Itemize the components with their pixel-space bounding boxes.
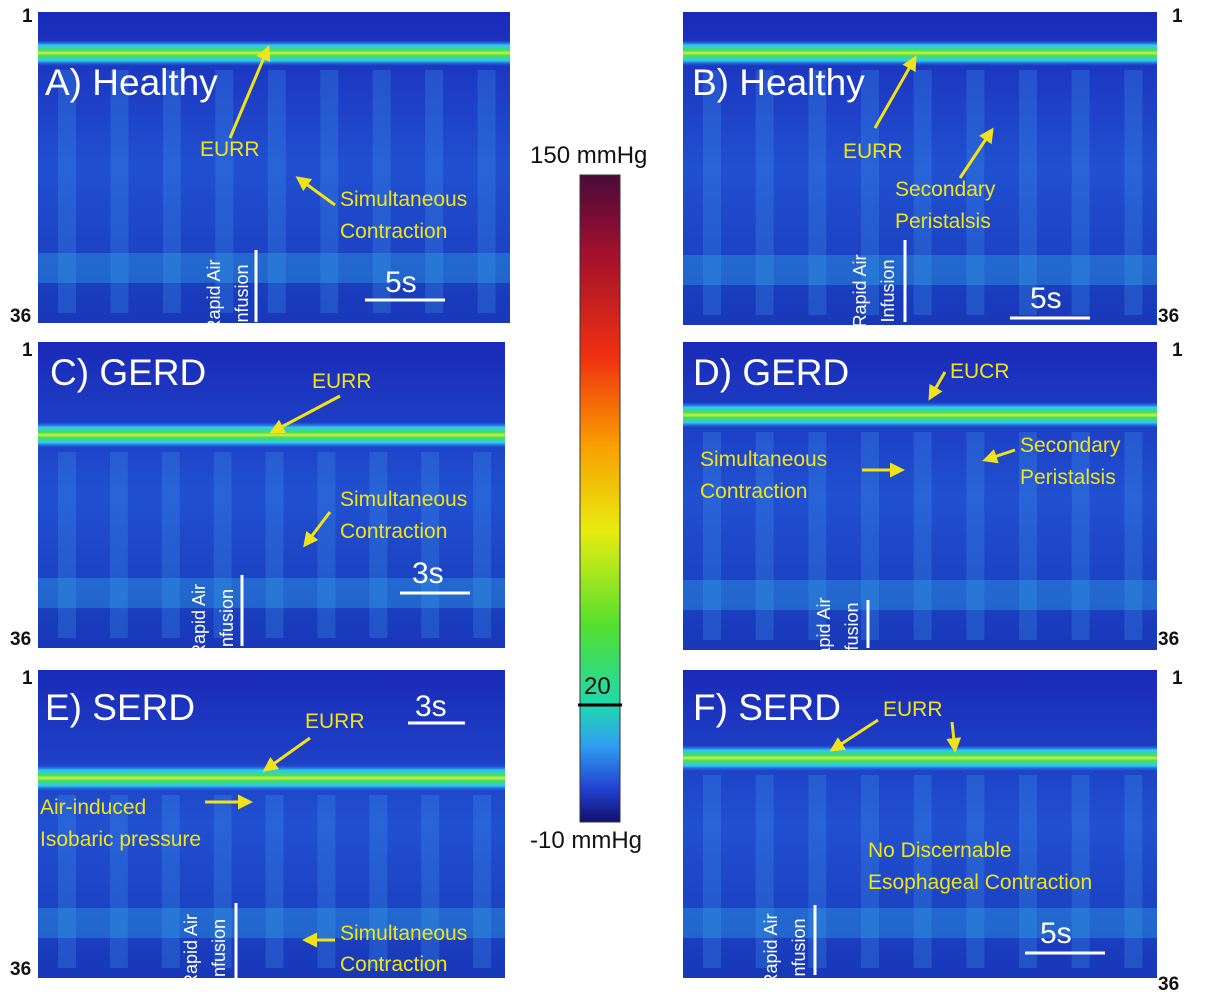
- heatmap-stripe: [162, 452, 180, 638]
- heatmap-stripe: [473, 452, 491, 638]
- panel-label: B) Healthy: [692, 62, 865, 103]
- annotation: Peristalsis: [895, 210, 991, 233]
- heatmap-stripe: [162, 795, 180, 968]
- row-bottom: 36: [1158, 974, 1179, 994]
- time-scale: 3s: [412, 557, 444, 590]
- annotation: No Discernable: [868, 839, 1012, 862]
- heatmap-lower-band: [683, 255, 1157, 285]
- panel: F) SERD 1 36 5s Rapid Air Infusion EURR No Disc…: [683, 668, 1183, 994]
- annotation: Simultaneous: [340, 922, 467, 945]
- heatmap-stripe: [808, 775, 826, 968]
- annotation: EUCR: [950, 360, 1010, 383]
- row-top: 1: [1172, 6, 1183, 27]
- infusion-label: Rapid Air: [850, 254, 870, 327]
- row-top: 1: [22, 668, 33, 689]
- annotation: Contraction: [700, 480, 807, 503]
- heatmap-stripe: [317, 795, 335, 968]
- annotation: Contraction: [340, 953, 447, 976]
- heatmap-stripe: [317, 452, 335, 638]
- annotation: EURR: [305, 710, 365, 733]
- annotation: Esophageal Contraction: [868, 871, 1092, 894]
- heatmap-lower-band: [683, 908, 1157, 938]
- heatmap-lower-band: [683, 580, 1157, 610]
- heatmap-lower-band: [38, 253, 510, 283]
- panel: C) GERD 1 36 3s Rapid Air Infusion EURR Simulta…: [10, 340, 505, 657]
- time-scale: 3s: [415, 690, 447, 723]
- heatmap-stripe: [110, 795, 128, 968]
- infusion-label: Rapid Air: [204, 259, 224, 332]
- annotation: Contraction: [340, 220, 447, 243]
- row-bottom: 36: [10, 959, 31, 980]
- annotation: Secondary: [895, 178, 996, 201]
- panel: B) Healthy 1 36 5s Rapid Air Infusion EURR Seco…: [683, 6, 1183, 328]
- row-bottom: 36: [1158, 306, 1179, 327]
- heatmap-stripe: [266, 452, 284, 638]
- infusion-label: Infusion: [217, 589, 237, 652]
- infusion-label: Infusion: [878, 259, 898, 322]
- figure: 150 mmHg 20 -10 mmHg A) Healthy 1 36 5s Rapi…: [0, 0, 1210, 994]
- heatmap-stripe: [473, 795, 491, 968]
- row-top: 1: [1172, 340, 1183, 361]
- row-bottom: 36: [1158, 629, 1179, 650]
- row-bottom: 36: [10, 306, 31, 327]
- heatmap-stripe: [369, 452, 387, 638]
- panel: A) Healthy 1 36 5s Rapid Air Infusion EURR Simu…: [10, 6, 510, 333]
- row-top: 1: [22, 6, 33, 27]
- row-top: 1: [22, 340, 33, 361]
- panel-label: C) GERD: [50, 352, 206, 393]
- row-top: 1: [1172, 668, 1183, 689]
- annotation: Isobaric pressure: [40, 828, 201, 851]
- time-scale: 5s: [1030, 282, 1062, 315]
- heatmap-stripe: [266, 795, 284, 968]
- infusion-label: Infusion: [232, 264, 252, 327]
- panel: E) SERD 1 36 3s Rapid Air Infusion EURR Air-ind…: [10, 668, 505, 987]
- colorbar-mid: 20: [584, 673, 611, 700]
- panel: D) GERD 1 36 Rapid Air Infusion EUCR Secondary…: [683, 340, 1183, 671]
- heatmap-stripe: [58, 452, 76, 638]
- panel-label: A) Healthy: [45, 62, 218, 103]
- panel-label: E) SERD: [45, 687, 195, 728]
- annotation: Secondary: [1020, 434, 1121, 457]
- panel-label: D) GERD: [693, 352, 849, 393]
- heatmap-stripe: [58, 795, 76, 968]
- heatmap-stripe: [1124, 775, 1142, 968]
- annotation: Contraction: [340, 520, 447, 543]
- time-scale: 5s: [385, 266, 417, 299]
- annotation: EURR: [200, 138, 260, 161]
- heatmap-band: [683, 402, 1157, 428]
- infusion-label: Rapid Air: [181, 914, 201, 987]
- annotation: EURR: [312, 370, 372, 393]
- infusion-label: Rapid Air: [761, 913, 781, 986]
- infusion-label: Infusion: [209, 919, 229, 982]
- infusion-label: Rapid Air: [814, 597, 834, 670]
- infusion-label: Rapid Air: [189, 584, 209, 657]
- infusion-label: Infusion: [789, 918, 809, 981]
- heatmap-stripe: [110, 452, 128, 638]
- colorbar-min: -10 mmHg: [530, 827, 642, 854]
- heatmap-stripe: [703, 775, 721, 968]
- row-bottom: 36: [10, 629, 31, 650]
- annotation: Simultaneous: [700, 448, 827, 471]
- time-scale: 5s: [1040, 917, 1072, 950]
- heatmap-band: [683, 745, 1157, 771]
- panel-label: F) SERD: [693, 687, 841, 728]
- colorbar-max: 150 mmHg: [530, 142, 647, 169]
- annotation: EURR: [843, 140, 903, 163]
- heatmap-band: [38, 765, 505, 791]
- infusion-label: Infusion: [842, 602, 862, 665]
- annotation: Air-induced: [40, 796, 146, 819]
- annotation: EURR: [883, 698, 943, 721]
- heatmap-stripe: [421, 452, 439, 638]
- colorbar: [580, 175, 620, 822]
- annotation: Simultaneous: [340, 188, 467, 211]
- annotation: Peristalsis: [1020, 466, 1116, 489]
- heatmap-band: [38, 422, 505, 448]
- annotation: Simultaneous: [340, 488, 467, 511]
